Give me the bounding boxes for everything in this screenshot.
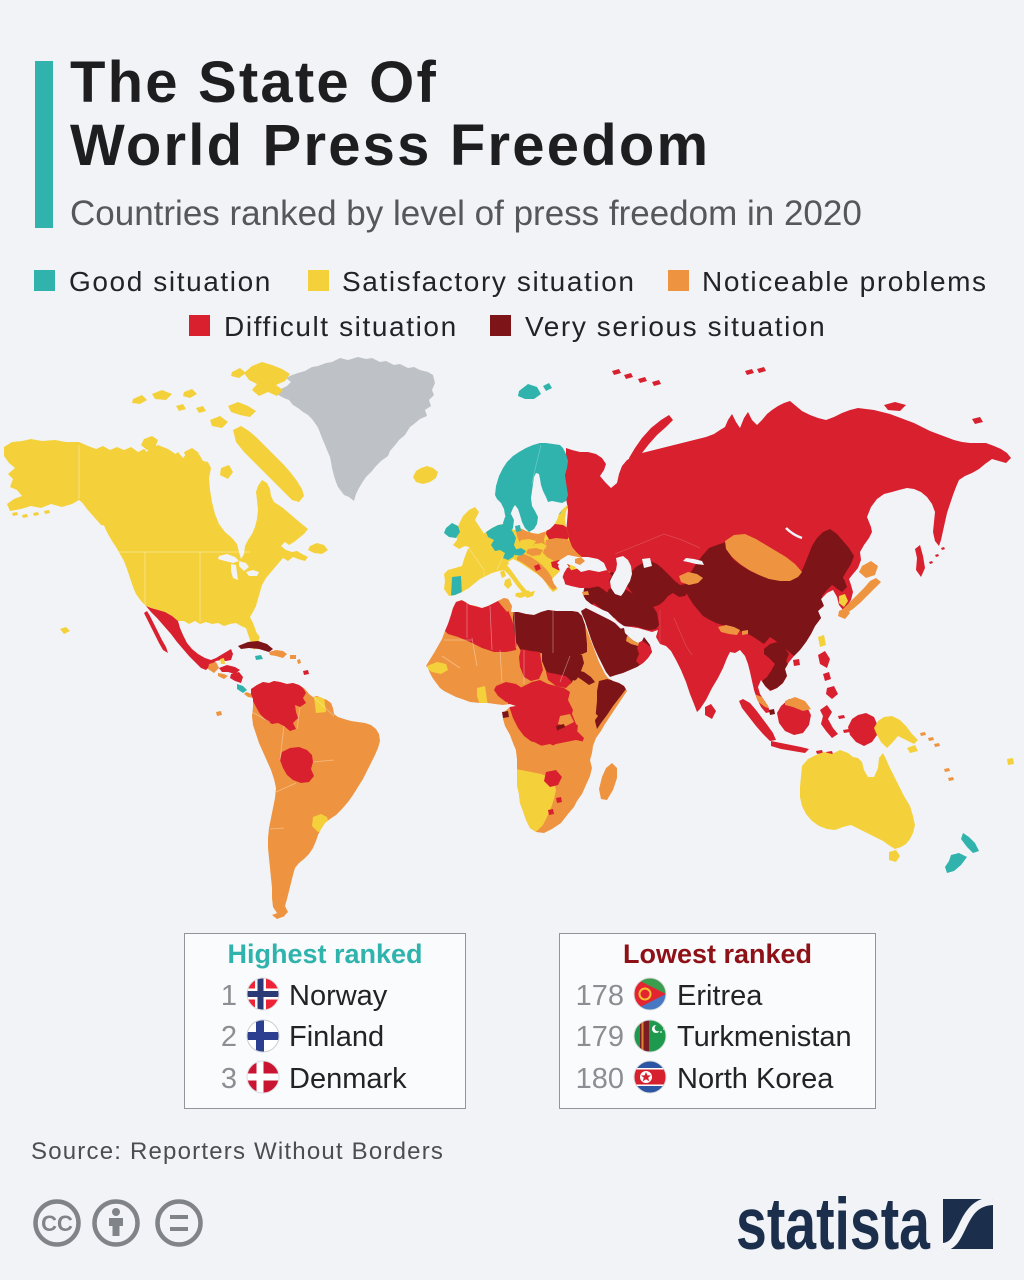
svg-text:statista: statista <box>736 1184 931 1265</box>
svg-text:CC: CC <box>41 1211 73 1236</box>
